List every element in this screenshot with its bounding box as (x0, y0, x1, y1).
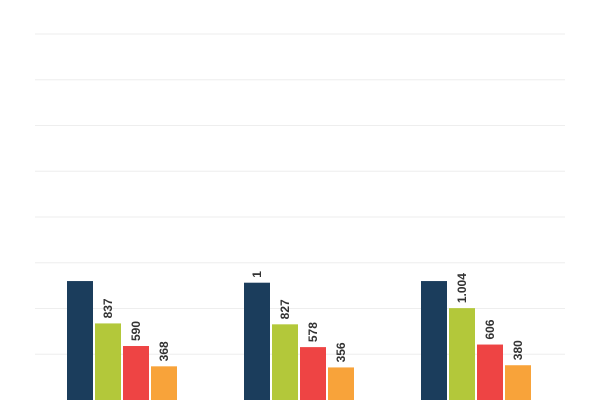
bar-value-label: 368 (157, 341, 171, 361)
bar-series-4-group-1 (151, 366, 177, 400)
bar-series-2-group-2 (272, 324, 298, 400)
bar-series-3-group-1 (123, 346, 149, 400)
bar-value-label: 356 (334, 342, 348, 362)
bar-series-2-group-3 (449, 308, 475, 400)
bar-series-1-group-1 (67, 281, 93, 400)
bar-series-1-group-3 (421, 281, 447, 400)
bar-series-3-group-3 (477, 344, 503, 400)
bar-value-label: 1.004 (455, 273, 469, 303)
bar-value-label: 578 (306, 322, 320, 342)
bar-series-3-group-2 (300, 347, 326, 400)
bar-series-4-group-2 (328, 367, 354, 400)
bar-value-label: 380 (511, 340, 525, 360)
bar-value-label: 837 (101, 298, 115, 318)
bar-value-label: 827 (278, 299, 292, 319)
gridlines (35, 33, 565, 355)
bar-series-4-group-3 (505, 365, 531, 400)
bar-series-2-group-1 (95, 323, 121, 400)
bar-value-label: 606 (483, 319, 497, 339)
bar-series-1-group-2 (244, 282, 270, 400)
bar-value-label: 590 (129, 321, 143, 341)
bar-value-label: 1 (250, 271, 264, 278)
